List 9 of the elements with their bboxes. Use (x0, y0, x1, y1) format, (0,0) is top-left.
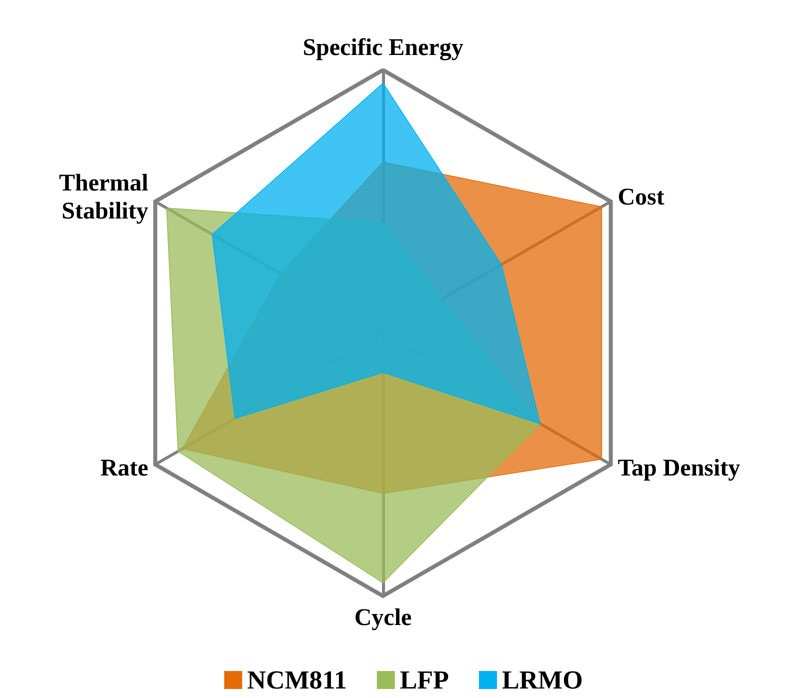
spoke-label: Tap Density (618, 456, 740, 482)
legend-label: LRMO (502, 666, 583, 694)
legend-label: LFP (400, 666, 450, 694)
spoke-label: Rate (100, 456, 149, 482)
spoke-label: Cycle (354, 605, 412, 631)
spoke-label: Thermal Stability (58, 170, 149, 224)
spoke-label: Specific Energy (302, 35, 464, 61)
legend-label: NCM811 (247, 666, 347, 694)
spoke-label: Cost (618, 184, 664, 210)
